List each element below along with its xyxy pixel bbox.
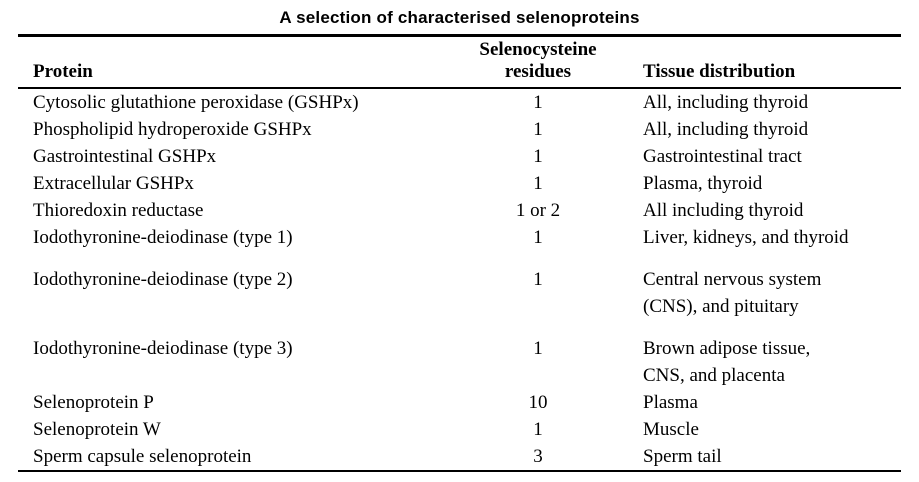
cell-tissue: Plasma, thyroid [643, 173, 763, 194]
cell-residues: 1 [533, 419, 543, 440]
cell-protein: Cytosolic glutathione peroxidase (GSHPx) [33, 92, 359, 113]
cell-protein: Selenoprotein P [33, 392, 154, 413]
header-tissue-distribution: Tissue distribution [623, 35, 901, 89]
table-title: A selection of characterised selenoprote… [279, 8, 640, 27]
table-row: Selenoprotein W 1 Muscle [18, 416, 901, 443]
cell-protein: Phospholipid hydroperoxide GSHPx [33, 119, 312, 140]
cell-tissue: Gastrointestinal tract [643, 146, 802, 167]
cell-residues: 3 [533, 446, 543, 467]
table-row: Iodothyronine-deiodinase (type 1) 1 Live… [18, 224, 901, 251]
cell-residues: 1 [533, 119, 543, 140]
selenoproteins-table: Protein Selenocysteine residues Tissue d… [18, 34, 901, 472]
cell-tissue: All including thyroid [643, 200, 804, 221]
cell-residues: 10 [528, 392, 548, 413]
cell-tissue: All, including thyroid [643, 92, 809, 113]
table-row: Iodothyronine-deiodinase (type 2) 1 Cent… [18, 251, 901, 320]
cell-tissue: Brown adipose tissue, CNS, and placenta [643, 338, 811, 386]
header-row: Protein Selenocysteine residues Tissue d… [18, 35, 901, 89]
table-row: Thioredoxin reductase 1 or 2 All includi… [18, 197, 901, 224]
table-row: Iodothyronine-deiodinase (type 3) 1 Brow… [18, 320, 901, 389]
cell-protein: Iodothyronine-deiodinase (type 2) [33, 269, 293, 290]
table-row: Cytosolic glutathione peroxidase (GSHPx)… [18, 88, 901, 116]
cell-residues: 1 or 2 [515, 200, 561, 221]
cell-protein: Gastrointestinal GSHPx [33, 146, 217, 167]
cell-protein: Iodothyronine-deiodinase (type 1) [33, 227, 293, 248]
cell-protein: Selenoprotein W [33, 419, 161, 440]
cell-residues: 1 [533, 227, 543, 248]
cell-tissue: Liver, kidneys, and thyroid [643, 227, 849, 248]
table-row: Sperm capsule selenoprotein 3 Sperm tail [18, 443, 901, 471]
cell-residues: 1 [533, 92, 543, 113]
cell-residues: 1 [533, 338, 543, 359]
cell-tissue: Central nervous system (CNS), and pituit… [643, 269, 822, 317]
cell-tissue: Sperm tail [643, 446, 722, 467]
table-row: Gastrointestinal GSHPx 1 Gastrointestina… [18, 143, 901, 170]
cell-residues: 1 [533, 269, 543, 290]
cell-tissue: Plasma [643, 392, 698, 413]
table-row: Extracellular GSHPx 1 Plasma, thyroid [18, 170, 901, 197]
cell-protein: Thioredoxin reductase [33, 200, 204, 221]
cell-residues: 1 [533, 173, 543, 194]
cell-protein: Extracellular GSHPx [33, 173, 194, 194]
table-row: Phospholipid hydroperoxide GSHPx 1 All, … [18, 116, 901, 143]
header-selenocysteine-residues: Selenocysteine residues [453, 35, 623, 89]
table-row: Selenoprotein P 10 Plasma [18, 389, 901, 416]
cell-protein: Iodothyronine-deiodinase (type 3) [33, 338, 293, 359]
cell-protein: Sperm capsule selenoprotein [33, 446, 252, 467]
header-protein: Protein [18, 35, 453, 89]
cell-residues: 1 [533, 146, 543, 167]
cell-tissue: Muscle [643, 419, 699, 440]
cell-tissue: All, including thyroid [643, 119, 809, 140]
